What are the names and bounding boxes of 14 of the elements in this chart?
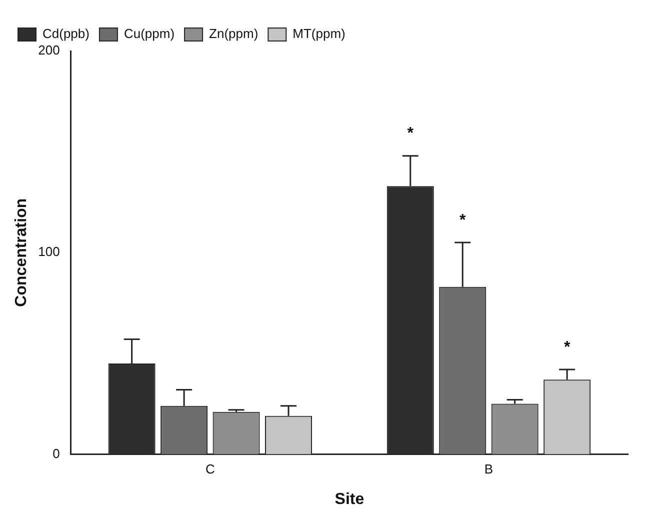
y-axis-title: Concentration [13, 198, 30, 307]
legend-label: Zn(ppm) [209, 26, 258, 42]
legend-label: Cu(ppm) [124, 26, 175, 42]
y-tick-label: 200 [38, 42, 60, 58]
y-tick-label: 100 [38, 244, 60, 260]
x-tick-label: C [205, 462, 215, 477]
legend-label: Cd(ppb) [42, 26, 90, 42]
annotation: * [564, 338, 571, 356]
y-tick-label: 0 [52, 446, 60, 461]
annotation: * [459, 212, 466, 229]
annotation: * [407, 125, 414, 142]
x-axis-title: Site [334, 490, 364, 508]
legend-label: MT(ppm) [292, 26, 346, 42]
x-tick-label: B [484, 462, 494, 477]
